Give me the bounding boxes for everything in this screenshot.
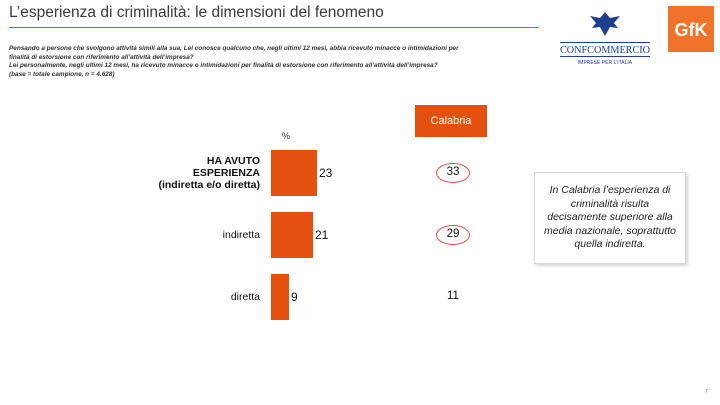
bar [271,274,289,320]
highlight-circle [436,225,470,245]
bar [271,212,313,258]
confcommercio-tagline: IMPRESE PER L'ITALIA [578,60,633,66]
region-header: Calabria [415,105,487,137]
page-title: L’esperienza di criminalità: le dimensio… [9,4,384,21]
commentary-box: In Calabria l’esperienza di criminalità … [534,172,686,264]
bar-value-label: 23 [319,166,333,180]
bar-value-label: 21 [315,228,329,242]
confcommercio-logo-text: CONFCOMMERCIO [560,44,650,56]
commentary-text: In Calabria l’esperienza di criminalità … [544,184,676,251]
page-number: 7 [705,389,708,395]
question-line: (base = totale campione, n = 4.628) [9,70,115,78]
question-text: Pensando a persone che svolgono attività… [9,45,529,79]
region-value-label: 29 [446,228,460,240]
region-value-label: 11 [447,290,459,302]
region-value-label: 33 [446,166,460,178]
highlight-circle [436,163,470,183]
title-divider [9,27,539,28]
confcommercio-logo: CONFCOMMERCIO IMPRESE PER L'ITALIA [560,12,650,66]
question-line: Pensando a persone che svolgono attività… [9,45,459,52]
question-line: Lei personalmente, negli ultimi 12 mesi,… [9,62,438,70]
bar-value-label: 9 [291,290,298,304]
eagle-icon [590,12,620,36]
category-label: HA AVUTO ESPERIENZA (indiretta e/o diretta… [158,155,260,191]
gfk-logo-text: GfK [675,20,708,40]
bar [271,150,317,196]
category-label: indiretta [222,229,260,241]
gfk-logo: GfK [668,6,714,52]
question-line: finalità di estorsione con riferimento a… [9,53,194,61]
percent-unit-label: % [282,131,291,141]
category-label: diretta [230,291,260,303]
